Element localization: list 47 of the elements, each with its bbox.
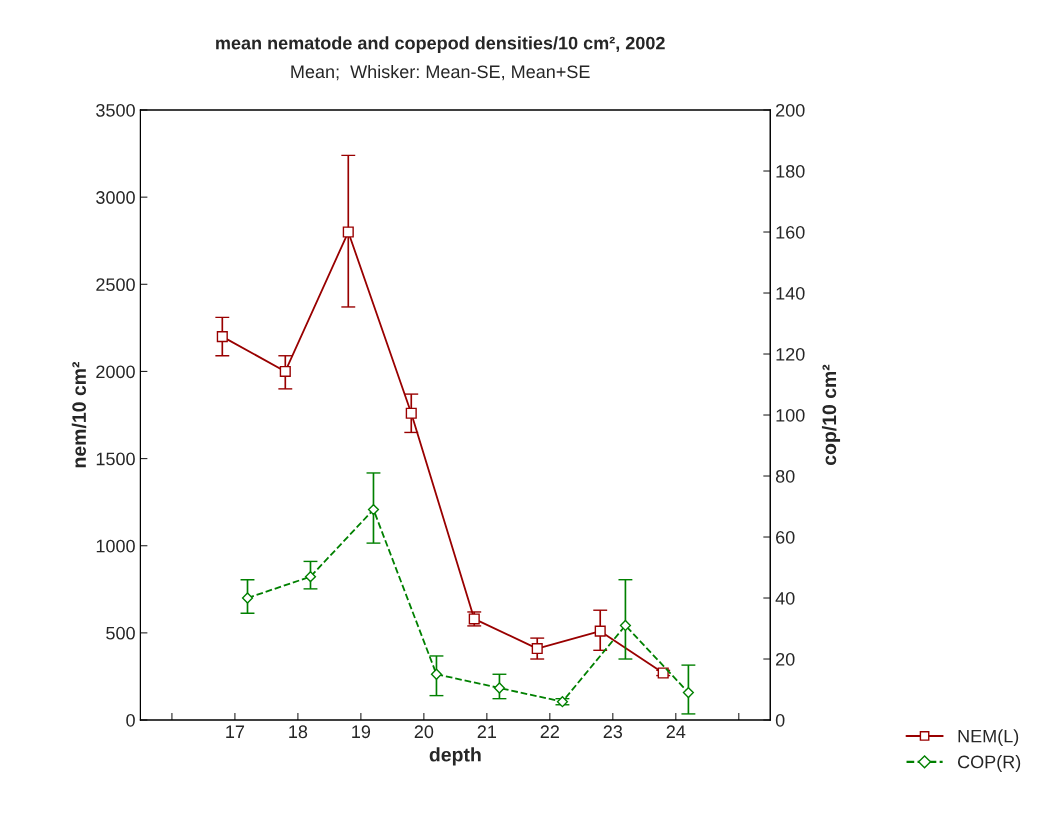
y-axis-title: nem/10 cm²: [71, 361, 87, 468]
y2-tick-label: 100: [776, 408, 805, 422]
point: [619, 619, 632, 632]
point: [279, 365, 291, 378]
x-axis-title: depth: [429, 747, 481, 766]
x-tick-label: 23: [603, 725, 623, 739]
y-tick-label: 3500: [96, 103, 135, 117]
chart-subtitle: Mean; Whisker: Mean-SE, Mean+SE: [291, 64, 590, 81]
y-tick-label: 2500: [96, 278, 135, 292]
y2-tick-label: 80: [775, 469, 795, 483]
y2-tick-label: 40: [775, 591, 795, 605]
point: [304, 571, 317, 583]
x-tick-label: 17: [226, 725, 245, 738]
y-tick-label: 3000: [96, 191, 135, 204]
point: [594, 625, 606, 637]
x-tick-label: 21: [477, 725, 497, 738]
y2-tick-label: 180: [776, 164, 805, 178]
chart-title: mean nematode and copepod densities/10 cm², 2002: [216, 36, 665, 54]
y2-axis-title: cop/10 cm²: [821, 364, 841, 466]
y-tick-label: 2000: [96, 365, 135, 379]
x-tick-label: 18: [289, 725, 308, 739]
y2-tick-label: 160: [776, 225, 805, 239]
y2-tick-label: 20: [776, 652, 795, 666]
y2-tick-label: 0: [775, 713, 785, 727]
legend-label: COP(R): [958, 755, 1021, 772]
legend-label: NEM(L): [958, 729, 1019, 747]
point: [430, 668, 443, 680]
x-tick-label: 24: [666, 725, 686, 738]
x-tick-label: 22: [540, 725, 559, 738]
y2-tick-label: 200: [776, 103, 805, 117]
point: [682, 686, 695, 699]
y2-tick-label: 140: [776, 286, 805, 300]
point: [493, 682, 506, 694]
y-tick-label: 500: [106, 626, 135, 640]
y2-tick-label: 60: [776, 530, 795, 544]
point: [405, 407, 417, 419]
point: [216, 331, 228, 343]
y-tick-label: 1500: [96, 452, 135, 466]
y-tick-label: 0: [126, 713, 135, 727]
x-tick-label: 19: [352, 725, 371, 739]
point: [531, 643, 543, 655]
point: [241, 592, 254, 604]
x-tick-label: 20: [414, 725, 434, 739]
y-tick-label: 1000: [96, 539, 135, 553]
point: [367, 503, 380, 516]
point: [342, 226, 354, 238]
y2-tick-label: 120: [776, 347, 805, 361]
